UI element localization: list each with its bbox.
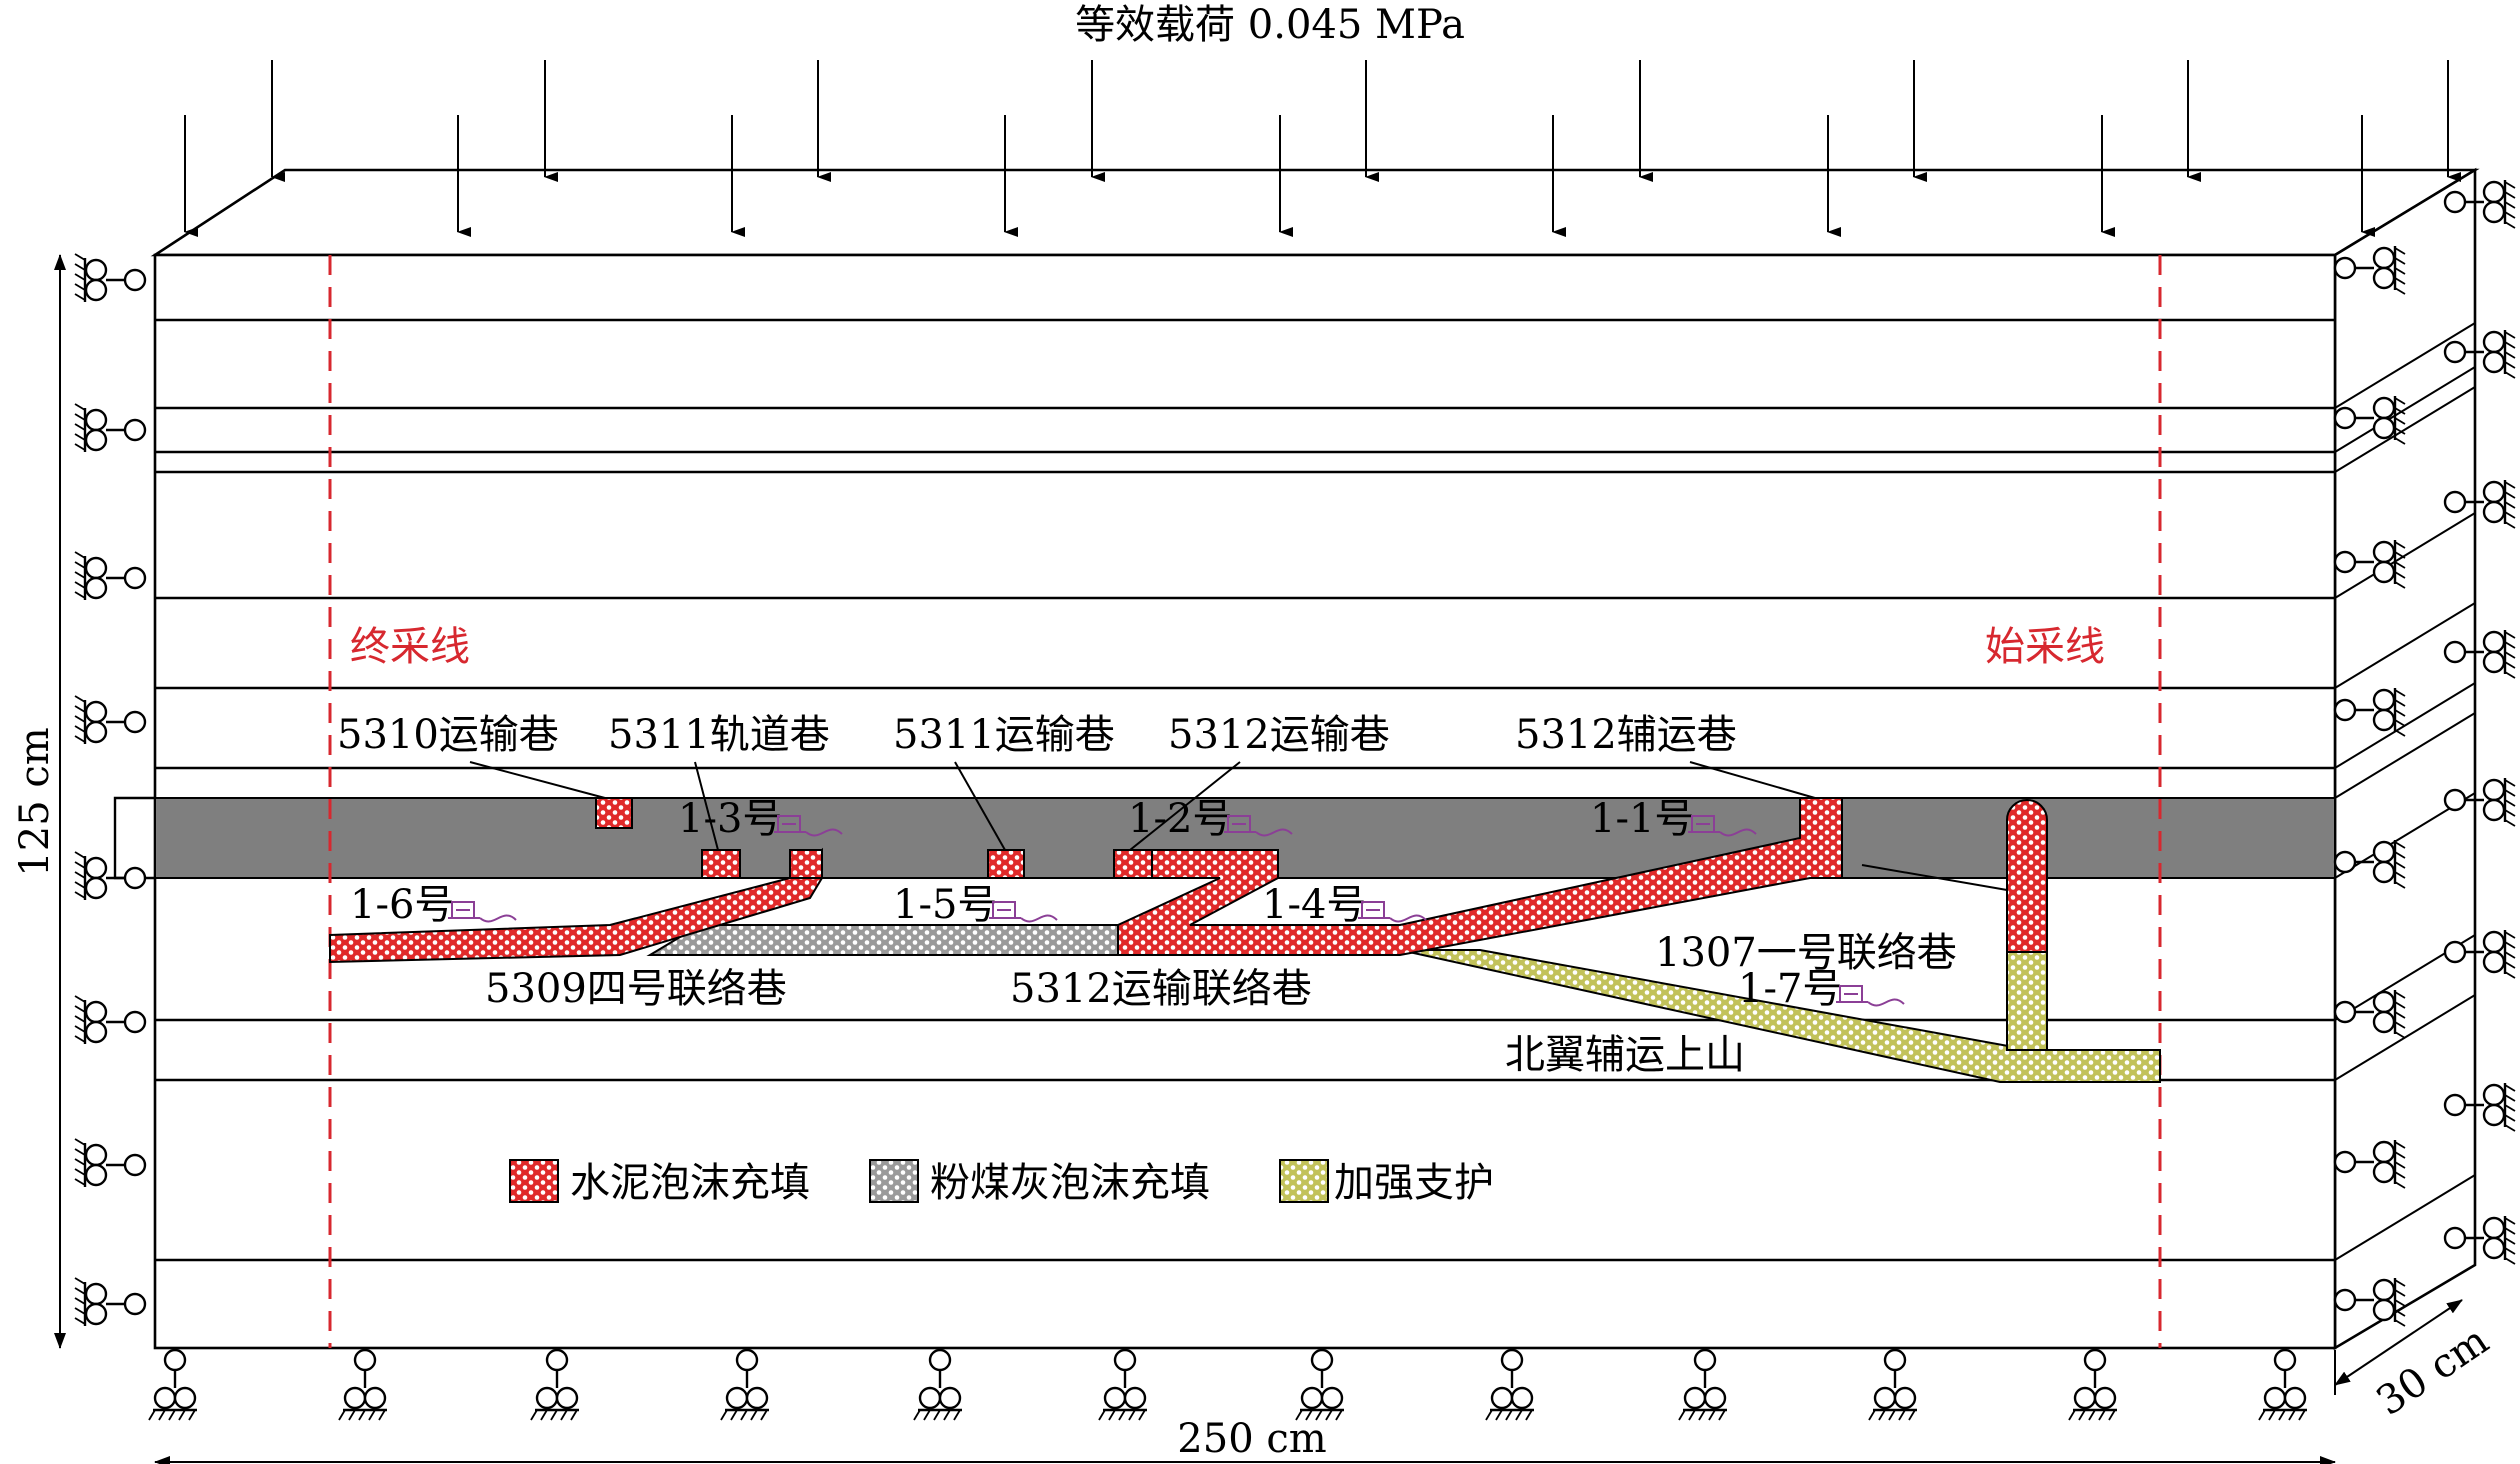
- svg-text:1-7号: 1-7号: [1738, 966, 1842, 1012]
- end-line-label: 终采线: [350, 624, 470, 670]
- height-label: 125 cm: [12, 727, 58, 876]
- sensor-1-7: 1-7号: [1738, 966, 1905, 1012]
- depth-label: 30 cm: [2368, 1317, 2496, 1424]
- svg-text:1-3号: 1-3号: [678, 796, 782, 842]
- cement-fill-regions: [329, 797, 2048, 964]
- label-north-wing-aux-uphill: 北翼辅运上山: [1505, 1032, 1745, 1078]
- legend-swatch-cement: [509, 1159, 559, 1203]
- leader-lines: [469, 761, 2008, 891]
- label-5312-aux: 5312辅运巷: [1515, 712, 1737, 758]
- label-5311-track: 5311轨道巷: [608, 712, 830, 758]
- sensor-1-6: 1-6号: [350, 882, 517, 928]
- label-5312-transport: 5312运输巷: [1168, 712, 1390, 758]
- sensor-1-2: 1-2号: [1128, 796, 1293, 842]
- flyash-fill-regions: [646, 924, 1119, 956]
- strata-lines: [155, 318, 2335, 1262]
- svg-text:1-1号: 1-1号: [1590, 796, 1694, 842]
- left-supports: [73, 252, 147, 1328]
- start-line-label: 始采线: [1985, 624, 2105, 670]
- bottom-supports: [147, 1348, 2309, 1422]
- svg-text:1-6号: 1-6号: [350, 882, 454, 928]
- svg-text:1-2号: 1-2号: [1128, 796, 1232, 842]
- label-5309-link4: 5309四号联络巷: [485, 966, 787, 1012]
- sensor-1-4: 1-4号: [1262, 882, 1427, 928]
- load-label: 等效载荷 0.045 MPa: [1075, 2, 1465, 48]
- width-label: 250 cm: [1177, 1416, 1326, 1462]
- label-5310-transport: 5310运输巷: [337, 712, 559, 758]
- sensor-1-3: 1-3号: [678, 796, 843, 842]
- label-1307-link1: 1307一号联络巷: [1655, 930, 1957, 976]
- dimension-height: 125 cm: [12, 254, 66, 1349]
- legend: 水泥泡沫充填 粉煤灰泡沫充填 加强支护: [509, 1159, 1494, 1206]
- svg-text:1-4号: 1-4号: [1262, 882, 1366, 928]
- dimension-width: 250 cm: [154, 1416, 2336, 1464]
- legend-label-cement: 水泥泡沫充填: [570, 1160, 810, 1206]
- legend-label-flyash: 粉煤灰泡沫充填: [930, 1160, 1210, 1206]
- legend-swatch-flyash: [869, 1159, 919, 1203]
- seam-bracket: [113, 796, 155, 880]
- sensor-1-5: 1-5号: [893, 882, 1058, 928]
- label-5312-transport-link: 5312运输联络巷: [1010, 966, 1312, 1012]
- label-5311-transport: 5311运输巷: [893, 712, 1115, 758]
- svg-text:1-5号: 1-5号: [893, 882, 997, 928]
- load-arrows: [184, 60, 2461, 237]
- sensor-1-1: 1-1号: [1590, 796, 1757, 842]
- legend-label-reinforcement: 加强支护: [1334, 1160, 1494, 1206]
- legend-swatch-reinforcement: [1279, 1159, 1329, 1203]
